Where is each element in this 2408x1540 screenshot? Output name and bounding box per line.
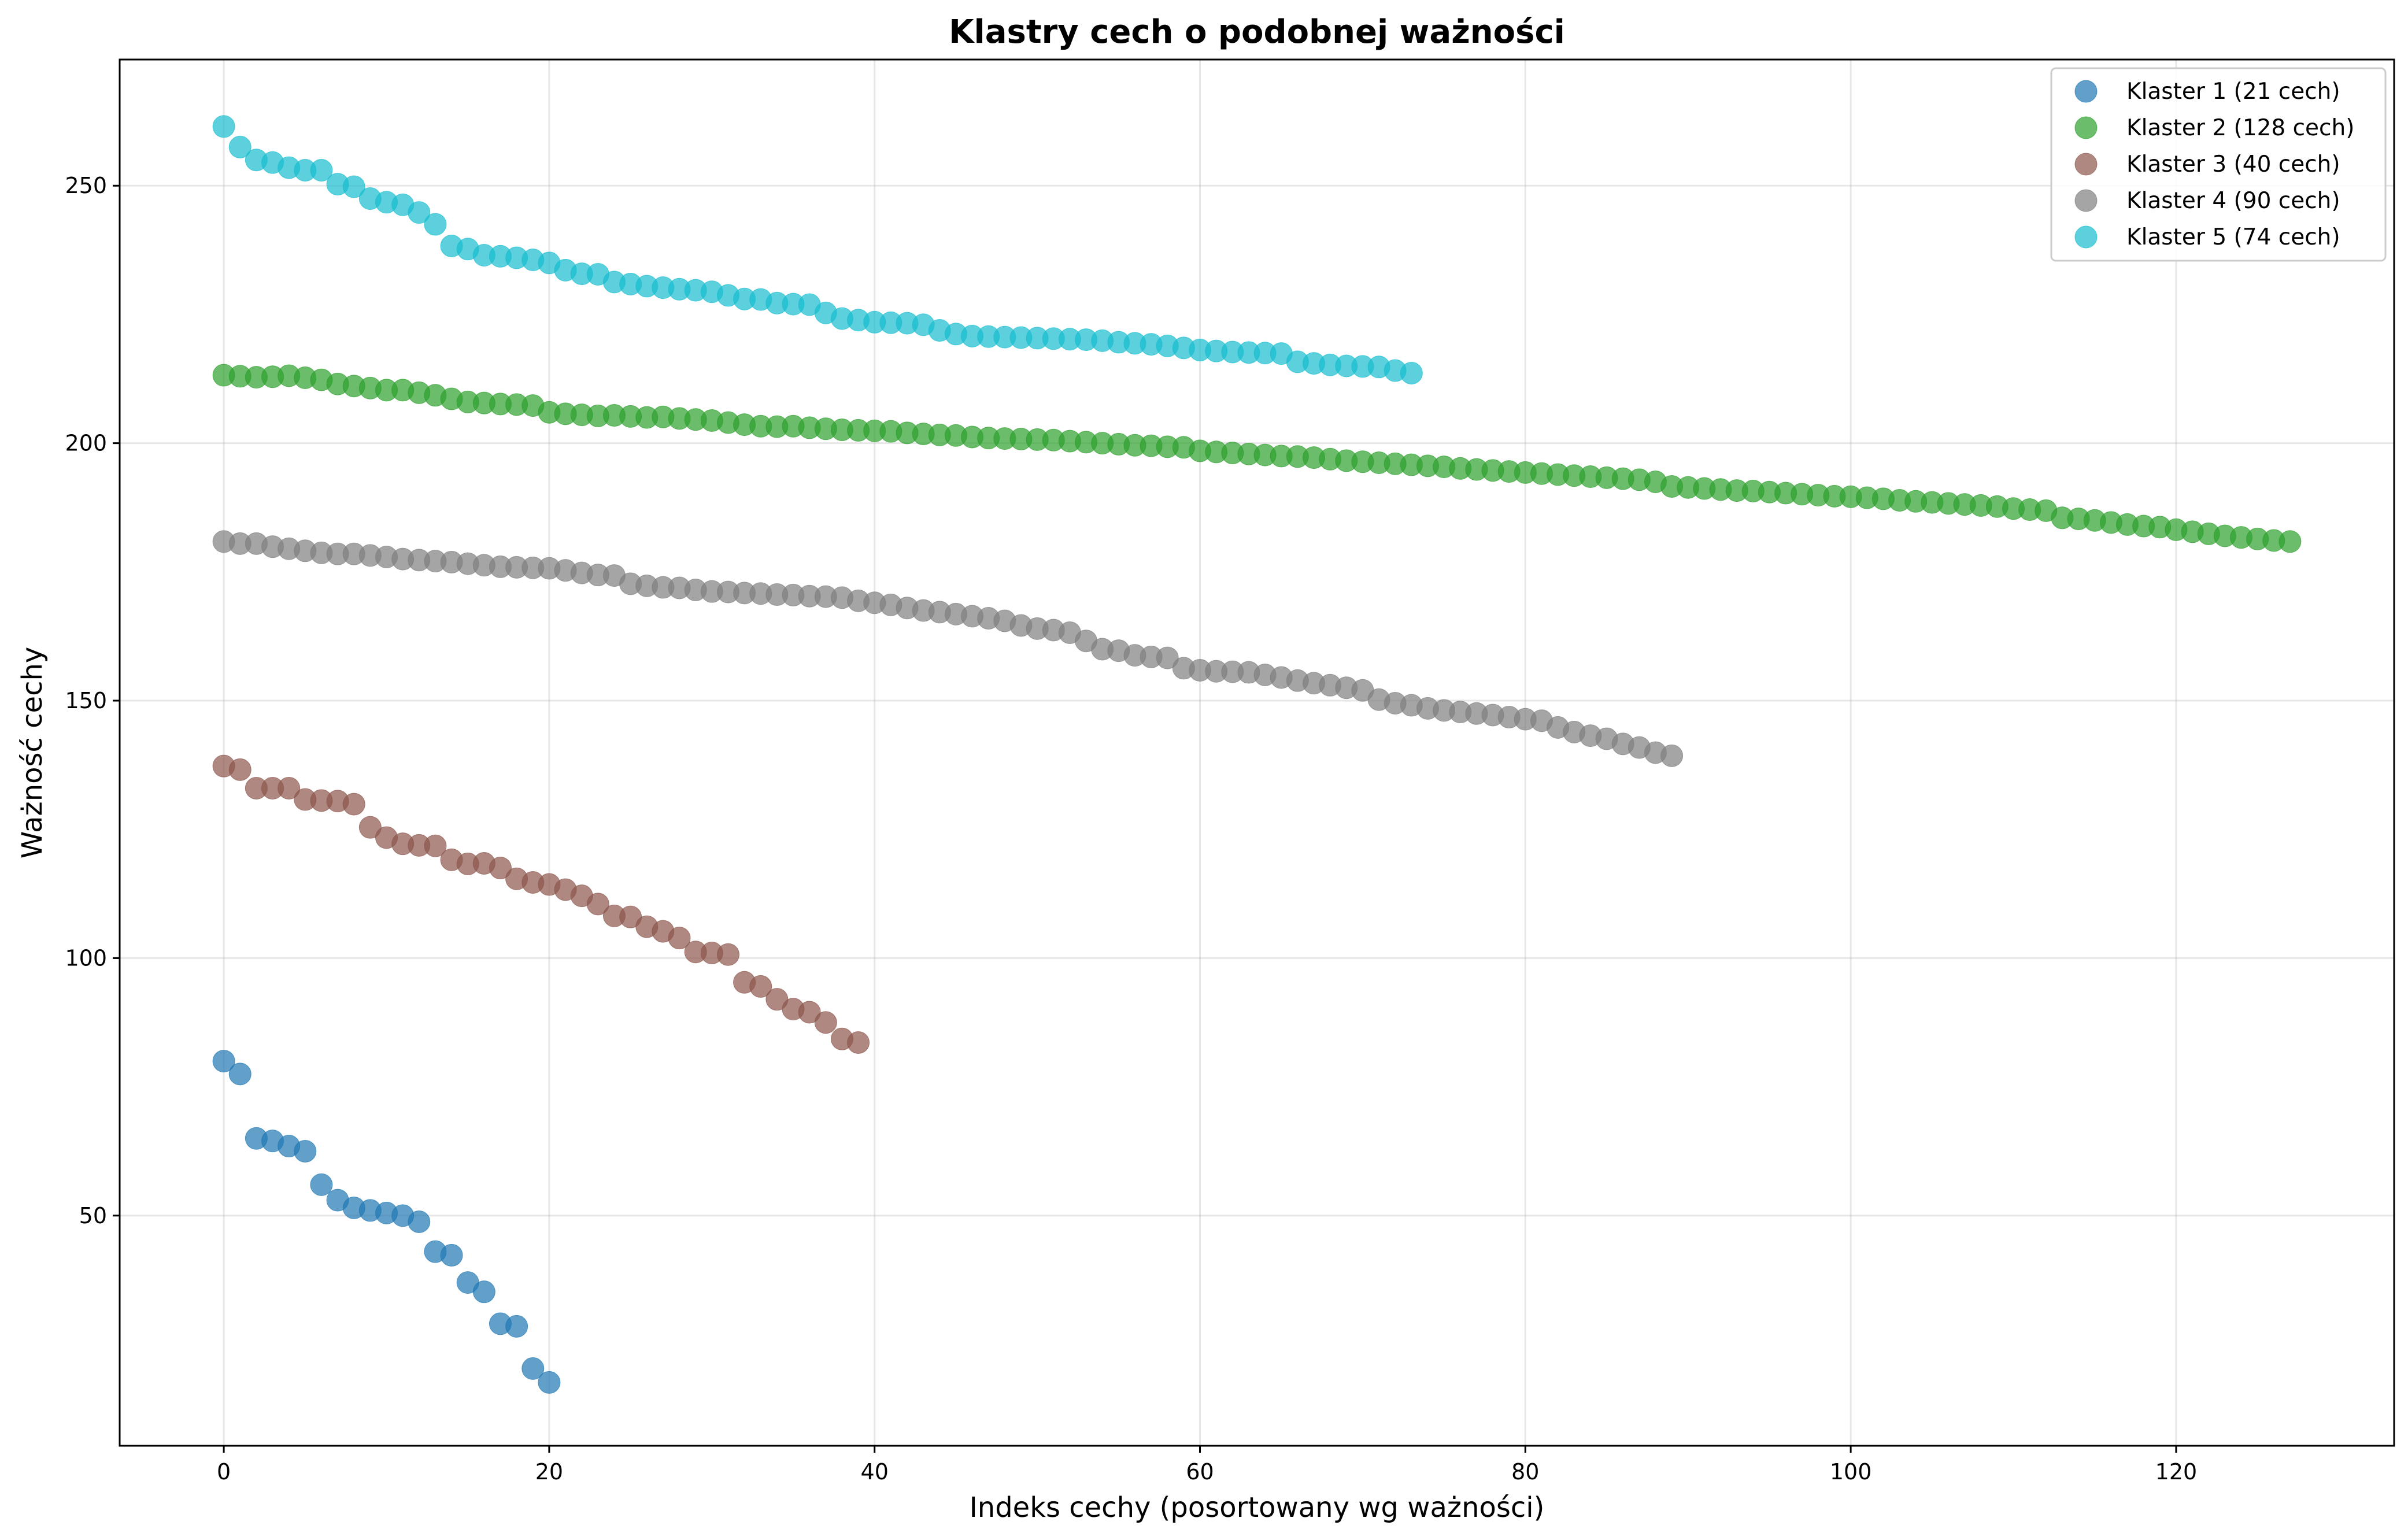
data-point bbox=[310, 1173, 333, 1196]
data-point bbox=[440, 1243, 463, 1267]
legend-marker bbox=[2074, 225, 2098, 249]
legend-label: Klaster 2 (128 cech) bbox=[2126, 115, 2354, 141]
data-points bbox=[212, 115, 2302, 1394]
chart-title: Klastry cech o podobnej ważności bbox=[949, 13, 1565, 51]
x-axis-title: Indeks cechy (posortowany wg ważności) bbox=[970, 1491, 1545, 1524]
legend-box bbox=[2050, 67, 2387, 262]
data-point bbox=[521, 1357, 545, 1380]
data-point bbox=[586, 893, 609, 916]
series-klaster-3 bbox=[212, 754, 870, 1054]
data-point bbox=[798, 1001, 821, 1024]
data-point bbox=[424, 834, 447, 857]
x-tick-label: 0 bbox=[217, 1459, 231, 1485]
data-point bbox=[749, 975, 772, 998]
x-tick-label: 40 bbox=[861, 1459, 889, 1485]
y-tick-label: 200 bbox=[65, 431, 107, 456]
data-point bbox=[294, 1139, 317, 1163]
data-point bbox=[472, 1280, 495, 1304]
data-point bbox=[228, 1063, 251, 1086]
x-axis-ticks: 0 20 40 60 80 100 120 bbox=[217, 1446, 2197, 1485]
data-point bbox=[424, 213, 447, 236]
data-point bbox=[212, 1050, 235, 1073]
data-point bbox=[342, 793, 365, 816]
x-tick-label: 60 bbox=[1186, 1459, 1214, 1485]
data-point bbox=[505, 1315, 528, 1338]
data-point bbox=[408, 201, 431, 224]
legend-marker bbox=[2074, 189, 2098, 212]
series-klaster-5 bbox=[212, 115, 1423, 384]
data-point bbox=[847, 1031, 870, 1054]
data-point bbox=[716, 943, 739, 966]
x-tick-label: 20 bbox=[535, 1459, 563, 1485]
legend-marker bbox=[2074, 153, 2098, 176]
legend: Klaster 1 (21 cech) Klaster 2 (128 cech) K… bbox=[2050, 67, 2387, 262]
data-point bbox=[1400, 361, 1423, 384]
data-point bbox=[668, 927, 691, 950]
data-point bbox=[342, 175, 365, 198]
y-tick-label: 50 bbox=[79, 1203, 107, 1228]
y-tick-label: 250 bbox=[65, 173, 107, 198]
data-point bbox=[310, 159, 333, 182]
data-point bbox=[228, 758, 251, 781]
plot-frame bbox=[119, 58, 2395, 1447]
series-klaster-2 bbox=[212, 364, 2302, 553]
x-tick-label: 120 bbox=[2155, 1459, 2198, 1485]
series-klaster-4 bbox=[212, 530, 1684, 767]
y-tick-label: 100 bbox=[65, 945, 107, 971]
data-point bbox=[212, 115, 235, 138]
legend-label: Klaster 5 (74 cech) bbox=[2126, 224, 2340, 250]
data-point bbox=[538, 1371, 561, 1394]
data-point bbox=[358, 816, 382, 839]
data-point bbox=[2278, 530, 2302, 553]
x-tick-label: 100 bbox=[1830, 1459, 1872, 1485]
data-point bbox=[814, 1011, 837, 1034]
data-point bbox=[228, 135, 251, 158]
legend-marker bbox=[2074, 116, 2098, 139]
data-point bbox=[489, 857, 512, 880]
x-tick-label: 80 bbox=[1511, 1459, 1539, 1485]
data-point bbox=[1156, 646, 1179, 669]
legend-label: Klaster 3 (40 cech) bbox=[2126, 151, 2340, 177]
legend-marker bbox=[2074, 80, 2098, 103]
y-tick-label: 150 bbox=[65, 688, 107, 713]
data-point bbox=[408, 1210, 431, 1234]
data-point bbox=[1660, 744, 1684, 767]
series-klaster-1 bbox=[212, 1050, 561, 1394]
legend-label: Klaster 4 (90 cech) bbox=[2126, 188, 2340, 214]
y-axis-title: Ważność cechy bbox=[16, 647, 49, 859]
legend-label: Klaster 1 (21 cech) bbox=[2126, 79, 2340, 105]
grid-lines bbox=[120, 60, 2394, 1446]
y-axis-ticks: 50 100 150 200 250 bbox=[65, 173, 120, 1228]
data-point bbox=[278, 776, 301, 799]
